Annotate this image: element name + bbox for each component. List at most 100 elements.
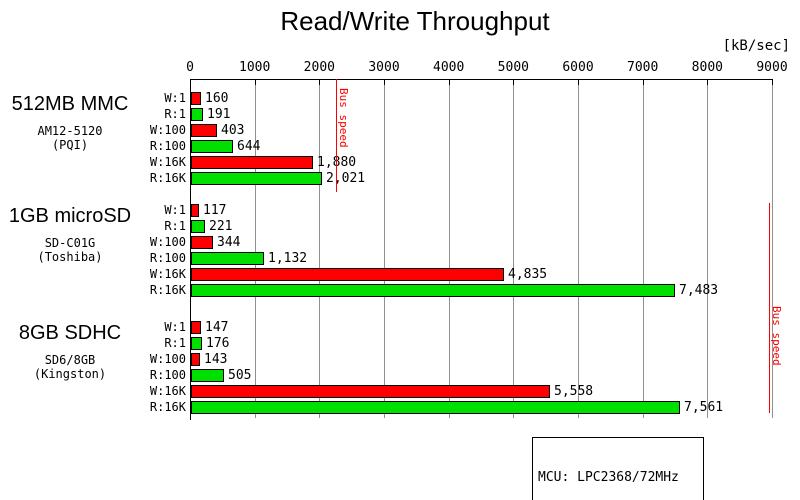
group-vendor: (Toshiba) bbox=[37, 250, 103, 264]
bar-read bbox=[191, 284, 675, 297]
x-axis-tick-label: 6000 bbox=[562, 60, 594, 75]
bar-row-label: W:16K bbox=[149, 267, 186, 281]
group-name: 1GB microSD bbox=[8, 205, 132, 227]
bar-row-label: R:100 bbox=[149, 139, 186, 153]
chart-title: Read/Write Throughput bbox=[280, 6, 550, 36]
gridline bbox=[384, 79, 385, 418]
bar-read bbox=[191, 369, 224, 382]
x-axis-tick bbox=[190, 79, 191, 85]
gridline bbox=[772, 79, 773, 418]
x-axis-tick-label: 0 bbox=[186, 60, 194, 75]
bus-speed-label: Bus speed bbox=[770, 306, 783, 366]
bar-write bbox=[191, 92, 201, 105]
gridline bbox=[707, 79, 709, 418]
bar-read bbox=[191, 220, 205, 233]
group-name: 8GB SDHC bbox=[18, 322, 122, 344]
x-axis-tick-label: 2000 bbox=[303, 60, 335, 75]
bar-row-label: W:100 bbox=[149, 235, 186, 249]
bar-value-label: 117 bbox=[203, 203, 227, 218]
bar-row-label: R:16K bbox=[149, 400, 186, 414]
x-axis-tick-label: 5000 bbox=[497, 60, 529, 75]
bar-value-label: 644 bbox=[237, 139, 261, 154]
gridline bbox=[578, 79, 579, 418]
bar-value-label: 160 bbox=[205, 91, 229, 106]
x-axis-tick-label: 4000 bbox=[433, 60, 465, 75]
bar-write bbox=[191, 236, 213, 249]
gridline bbox=[513, 79, 515, 418]
bar-read bbox=[191, 108, 203, 121]
gridline bbox=[448, 79, 450, 418]
x-axis-tick-label: 3000 bbox=[368, 60, 400, 75]
bar-value-label: 505 bbox=[228, 368, 252, 383]
bar-row-label: R:16K bbox=[149, 171, 186, 185]
x-axis-tick-label: 9000 bbox=[756, 60, 788, 75]
bar-value-label: 191 bbox=[207, 107, 231, 122]
bus-speed-line bbox=[336, 79, 337, 192]
group-vendor: (PQI) bbox=[51, 138, 89, 152]
bus-speed-label: Bus speed bbox=[337, 88, 350, 148]
bar-value-label: 143 bbox=[204, 352, 228, 367]
bar-row-label: R:1 bbox=[164, 219, 186, 233]
x-axis-tick bbox=[772, 79, 773, 85]
group-model: AM12-5120 bbox=[37, 124, 103, 138]
bar-value-label: 147 bbox=[205, 320, 229, 335]
bar-read bbox=[191, 337, 202, 350]
x-axis-tick-label: 8000 bbox=[691, 60, 723, 75]
bar-value-label: 1,132 bbox=[268, 251, 308, 266]
bar-value-label: 4,835 bbox=[508, 267, 548, 282]
group-name: 512MB MMC bbox=[11, 93, 129, 115]
bar-read bbox=[191, 140, 233, 153]
bar-write bbox=[191, 321, 201, 334]
group-vendor: (Kingston) bbox=[33, 367, 107, 381]
x-axis-tick bbox=[319, 79, 321, 85]
bar-value-label: 344 bbox=[217, 235, 241, 250]
gridline bbox=[642, 79, 644, 418]
bar-read bbox=[191, 252, 264, 265]
bar-value-label: 403 bbox=[221, 123, 245, 138]
bus-speed-line bbox=[769, 203, 770, 413]
bar-row-label: R:1 bbox=[164, 107, 186, 121]
x-axis-tick bbox=[513, 79, 515, 85]
bar-row-label: W:100 bbox=[149, 352, 186, 366]
test-config-box: MCU: LPC2368/72MHz I/F: MCI/18MHz bbox=[532, 437, 704, 500]
bar-read bbox=[191, 172, 322, 185]
group-model: SD-C01G bbox=[44, 236, 96, 250]
bar-row-label: R:16K bbox=[149, 283, 186, 297]
bar-write bbox=[191, 124, 217, 137]
bar-write bbox=[191, 353, 200, 366]
x-axis-tick bbox=[384, 79, 385, 85]
x-axis-tick bbox=[642, 79, 644, 85]
bar-row-label: W:1 bbox=[164, 91, 186, 105]
bar-row-label: R:100 bbox=[149, 251, 186, 265]
x-axis-tick bbox=[707, 79, 709, 85]
bar-write bbox=[191, 204, 199, 217]
x-axis-tick bbox=[578, 79, 579, 85]
bar-read bbox=[191, 401, 680, 414]
gridline bbox=[254, 79, 256, 418]
x-axis-tick bbox=[448, 79, 450, 85]
bar-row-label: W:16K bbox=[149, 384, 186, 398]
bar-value-label: 2,021 bbox=[326, 171, 366, 186]
bar-value-label: 7,483 bbox=[679, 283, 719, 298]
mcu-line: MCU: LPC2368/72MHz bbox=[538, 470, 679, 485]
bar-value-label: 176 bbox=[206, 336, 230, 351]
y-axis-line bbox=[190, 79, 191, 420]
x-axis-tick-label: 1000 bbox=[239, 60, 271, 75]
bar-write bbox=[191, 385, 550, 398]
bar-row-label: W:1 bbox=[164, 203, 186, 217]
bar-value-label: 7,561 bbox=[684, 400, 724, 415]
bar-row-label: R:1 bbox=[164, 336, 186, 350]
bar-row-label: W:1 bbox=[164, 320, 186, 334]
bar-row-label: W:16K bbox=[149, 155, 186, 169]
bar-row-label: R:100 bbox=[149, 368, 186, 382]
bar-value-label: 221 bbox=[209, 219, 233, 234]
gridline bbox=[319, 79, 321, 418]
axis-unit-label: [kB/sec] bbox=[722, 38, 790, 54]
x-axis-tick-label: 7000 bbox=[627, 60, 659, 75]
bar-value-label: 5,558 bbox=[554, 384, 594, 399]
x-axis-line bbox=[190, 79, 773, 80]
bar-row-label: W:100 bbox=[149, 123, 186, 137]
bar-write bbox=[191, 156, 313, 169]
bar-write bbox=[191, 268, 504, 281]
